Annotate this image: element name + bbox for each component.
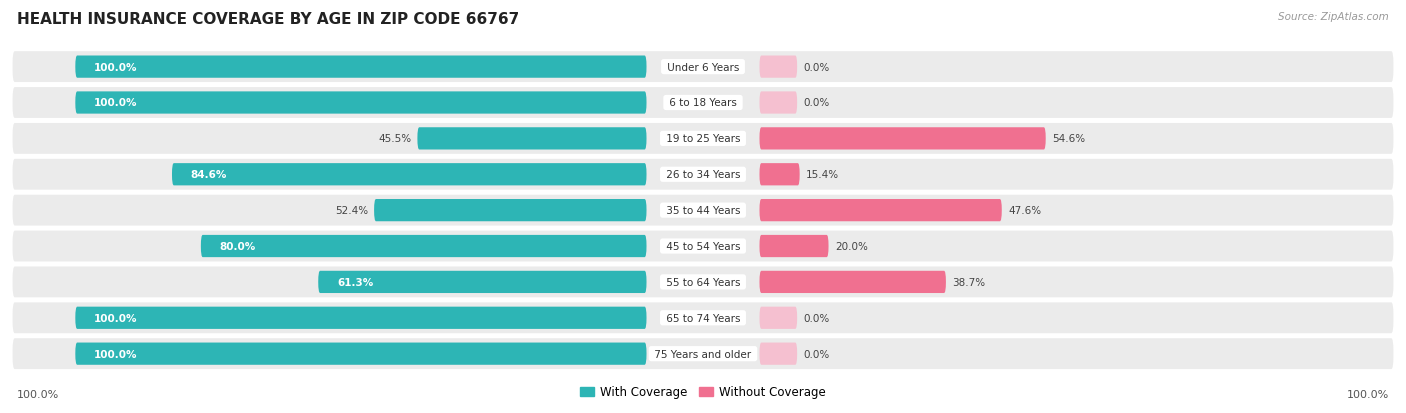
Text: 0.0%: 0.0% <box>803 349 830 359</box>
Text: 6 to 18 Years: 6 to 18 Years <box>666 98 740 108</box>
Text: 38.7%: 38.7% <box>952 277 986 287</box>
FancyBboxPatch shape <box>13 231 1393 262</box>
FancyBboxPatch shape <box>13 52 1393 83</box>
Text: 75 Years and older: 75 Years and older <box>651 349 755 359</box>
FancyBboxPatch shape <box>172 164 647 186</box>
FancyBboxPatch shape <box>759 164 800 186</box>
FancyBboxPatch shape <box>759 92 797 114</box>
Text: HEALTH INSURANCE COVERAGE BY AGE IN ZIP CODE 66767: HEALTH INSURANCE COVERAGE BY AGE IN ZIP … <box>17 12 519 27</box>
Text: 54.6%: 54.6% <box>1052 134 1085 144</box>
FancyBboxPatch shape <box>759 343 797 365</box>
Text: 100.0%: 100.0% <box>17 389 59 399</box>
Text: 15.4%: 15.4% <box>806 170 839 180</box>
Text: 84.6%: 84.6% <box>191 170 228 180</box>
Text: 61.3%: 61.3% <box>337 277 374 287</box>
FancyBboxPatch shape <box>759 271 946 293</box>
FancyBboxPatch shape <box>759 307 797 329</box>
FancyBboxPatch shape <box>13 267 1393 298</box>
FancyBboxPatch shape <box>759 235 828 258</box>
Text: 45 to 54 Years: 45 to 54 Years <box>662 242 744 252</box>
Text: 0.0%: 0.0% <box>803 313 830 323</box>
FancyBboxPatch shape <box>13 88 1393 119</box>
FancyBboxPatch shape <box>759 128 1046 150</box>
FancyBboxPatch shape <box>13 338 1393 369</box>
Text: 80.0%: 80.0% <box>219 242 256 252</box>
Text: 19 to 25 Years: 19 to 25 Years <box>662 134 744 144</box>
Legend: With Coverage, Without Coverage: With Coverage, Without Coverage <box>575 381 831 403</box>
FancyBboxPatch shape <box>76 307 647 329</box>
Text: 100.0%: 100.0% <box>1347 389 1389 399</box>
Text: Under 6 Years: Under 6 Years <box>664 62 742 72</box>
Text: 20.0%: 20.0% <box>835 242 868 252</box>
FancyBboxPatch shape <box>13 195 1393 226</box>
Text: 35 to 44 Years: 35 to 44 Years <box>662 206 744 216</box>
Text: 47.6%: 47.6% <box>1008 206 1042 216</box>
FancyBboxPatch shape <box>13 123 1393 154</box>
FancyBboxPatch shape <box>201 235 647 258</box>
FancyBboxPatch shape <box>418 128 647 150</box>
Text: Source: ZipAtlas.com: Source: ZipAtlas.com <box>1278 12 1389 22</box>
Text: 100.0%: 100.0% <box>94 349 138 359</box>
FancyBboxPatch shape <box>13 159 1393 190</box>
Text: 100.0%: 100.0% <box>94 313 138 323</box>
FancyBboxPatch shape <box>13 303 1393 333</box>
FancyBboxPatch shape <box>374 199 647 222</box>
FancyBboxPatch shape <box>759 56 797 78</box>
Text: 26 to 34 Years: 26 to 34 Years <box>662 170 744 180</box>
Text: 100.0%: 100.0% <box>94 98 138 108</box>
Text: 55 to 64 Years: 55 to 64 Years <box>662 277 744 287</box>
Text: 52.4%: 52.4% <box>335 206 368 216</box>
FancyBboxPatch shape <box>76 56 647 78</box>
FancyBboxPatch shape <box>759 199 1001 222</box>
Text: 0.0%: 0.0% <box>803 62 830 72</box>
Text: 0.0%: 0.0% <box>803 98 830 108</box>
Text: 45.5%: 45.5% <box>378 134 411 144</box>
FancyBboxPatch shape <box>76 343 647 365</box>
Text: 65 to 74 Years: 65 to 74 Years <box>662 313 744 323</box>
Text: 100.0%: 100.0% <box>94 62 138 72</box>
FancyBboxPatch shape <box>76 92 647 114</box>
FancyBboxPatch shape <box>318 271 647 293</box>
